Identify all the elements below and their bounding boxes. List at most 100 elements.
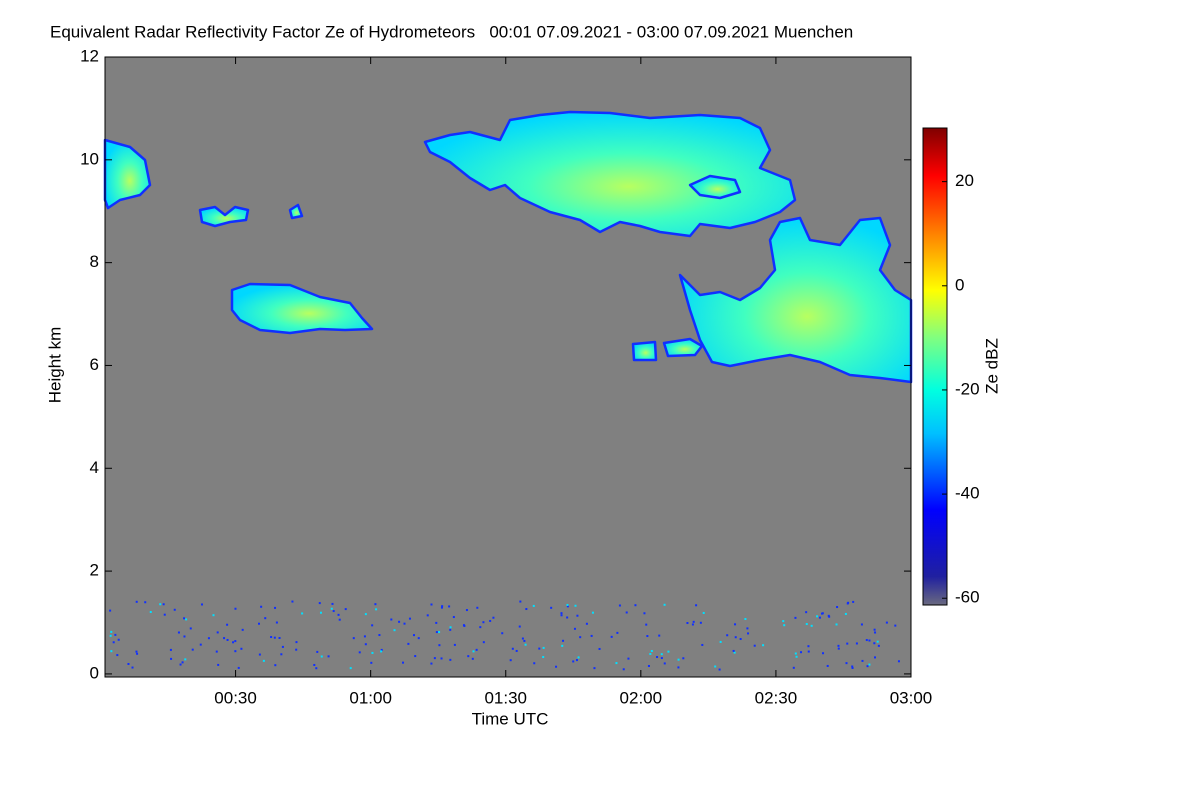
speckle: [327, 655, 330, 658]
speckle: [179, 663, 182, 666]
speckle: [783, 624, 786, 627]
speckle: [835, 623, 838, 626]
echo-region: [423, 110, 797, 238]
speckle: [291, 600, 294, 603]
speckle: [402, 661, 405, 664]
speckle: [873, 642, 876, 645]
speckle: [525, 608, 528, 611]
speckle: [877, 644, 880, 647]
speckle: [207, 637, 210, 640]
speckle: [430, 662, 433, 665]
speckle: [237, 666, 240, 669]
speckle: [521, 637, 524, 640]
speckle: [449, 658, 452, 661]
speckle: [714, 665, 717, 668]
speckle: [241, 628, 244, 631]
speckle: [274, 664, 277, 667]
speckle: [109, 634, 112, 637]
speckle: [646, 635, 649, 638]
speckle: [452, 616, 455, 619]
speckle: [855, 642, 858, 645]
speckle: [650, 649, 653, 652]
y-axis-label: Height km: [45, 327, 64, 404]
speckle: [472, 650, 475, 653]
speckle: [408, 617, 411, 620]
y-tick-label: 2: [90, 561, 99, 580]
echo-region: [688, 174, 742, 200]
speckle: [865, 639, 868, 642]
speckle: [275, 621, 278, 624]
speckle: [807, 650, 810, 653]
speckle: [441, 605, 444, 608]
speckle: [191, 648, 194, 651]
speckle: [746, 627, 749, 630]
speckle: [627, 657, 630, 660]
speckle: [701, 643, 704, 646]
speckle: [524, 643, 527, 646]
speckle: [144, 601, 147, 604]
speckle: [695, 604, 698, 607]
speckle: [453, 643, 456, 646]
speckle: [371, 624, 374, 627]
speckle: [692, 620, 695, 623]
speckle: [449, 626, 452, 629]
speckle: [352, 637, 355, 640]
speckle: [677, 658, 680, 661]
speckle: [792, 666, 795, 669]
echo-region: [288, 203, 304, 220]
speckle: [270, 636, 273, 639]
speckle: [358, 651, 361, 654]
speckle: [591, 611, 594, 614]
colorbar-tick-label: 0: [955, 275, 964, 294]
speckle: [476, 606, 479, 609]
speckle: [805, 611, 808, 614]
speckle: [331, 602, 334, 605]
speckle: [135, 600, 138, 603]
speckle: [616, 631, 619, 634]
speckle: [223, 637, 226, 640]
speckle: [189, 627, 192, 630]
speckle: [170, 657, 173, 660]
speckle: [482, 621, 485, 624]
speckle: [475, 648, 478, 651]
speckle: [515, 649, 518, 652]
speckle: [561, 644, 564, 647]
speckle: [417, 637, 420, 640]
speckle: [744, 618, 747, 621]
x-tick-label: 02:00: [620, 688, 663, 707]
speckle: [897, 660, 900, 663]
speckle: [577, 656, 580, 659]
speckle: [169, 648, 172, 651]
speckle: [519, 600, 522, 603]
speckle: [149, 611, 152, 614]
speckle: [610, 635, 613, 638]
speckle: [338, 618, 341, 621]
speckle: [240, 647, 243, 650]
speckle: [183, 635, 186, 638]
speckle: [873, 628, 876, 631]
speckle: [691, 623, 694, 626]
speckle: [634, 604, 637, 607]
colorbar: [922, 127, 948, 606]
speckle: [861, 659, 864, 662]
speckle: [820, 612, 823, 615]
chart-title: Equivalent Radar Reflectivity Factor Ze …: [50, 22, 853, 41]
speckle: [575, 659, 578, 662]
speckle: [822, 652, 825, 655]
speckle: [649, 652, 652, 655]
speckle: [260, 605, 263, 608]
speckle: [380, 650, 383, 653]
speckle: [795, 655, 798, 658]
speckle: [414, 655, 417, 658]
speckle: [232, 641, 235, 644]
speckle: [542, 656, 545, 659]
speckle: [718, 668, 721, 671]
speckle: [660, 653, 663, 656]
speckle: [117, 638, 120, 641]
speckle: [280, 653, 283, 656]
speckle: [318, 602, 321, 605]
y-tick-label: 12: [80, 46, 99, 65]
speckle: [860, 623, 863, 626]
speckle: [807, 645, 810, 648]
